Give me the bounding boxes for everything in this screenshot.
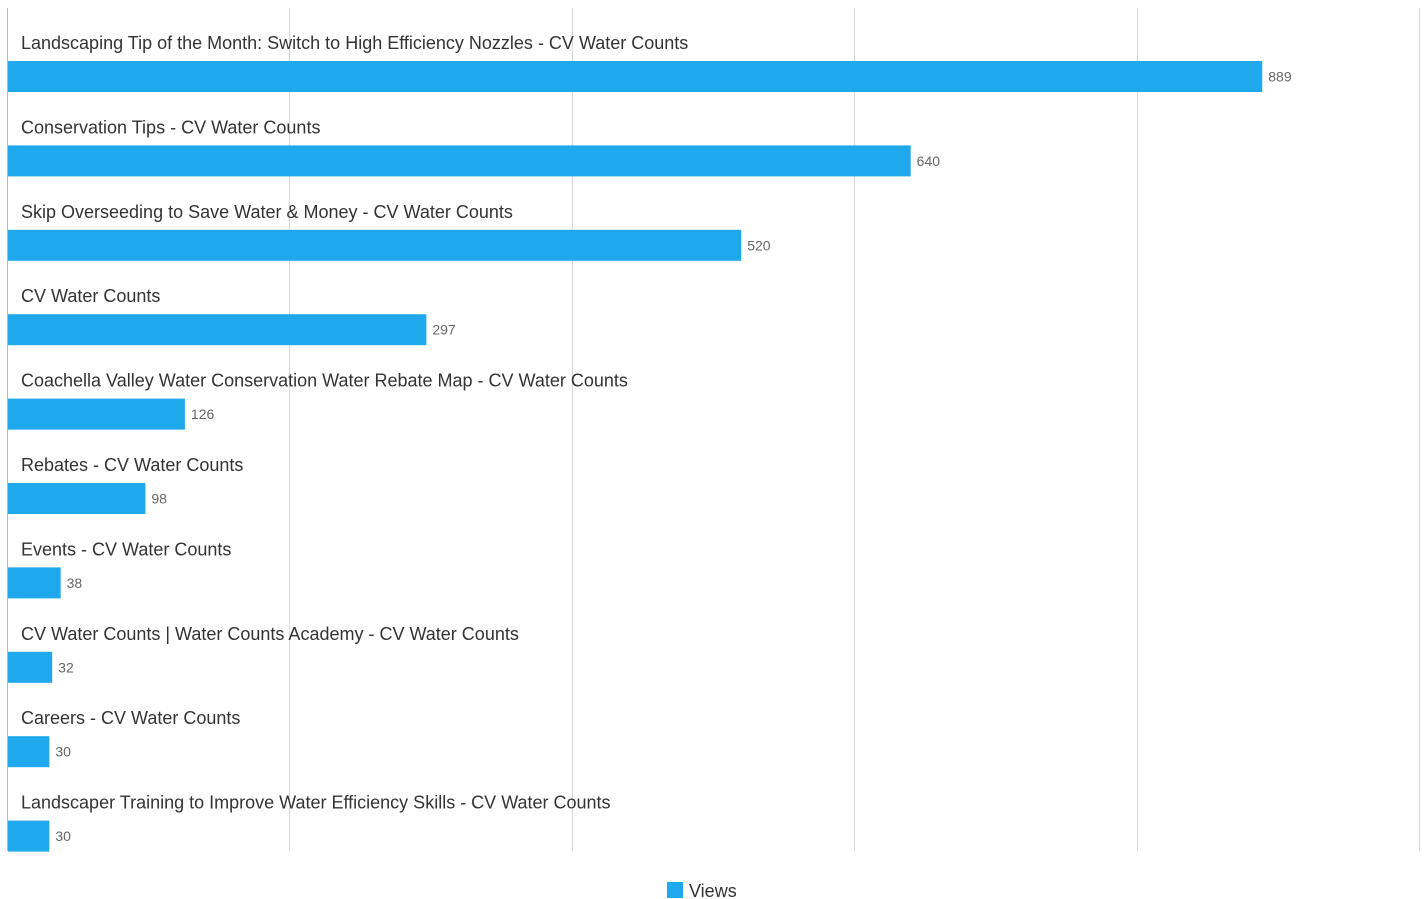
category-labels: Landscaping Tip of the Month: Switch to …: [21, 33, 688, 813]
category-label: CV Water Counts: [21, 286, 160, 306]
category-label: Coachella Valley Water Conservation Wate…: [21, 371, 628, 391]
category-label: Landscaper Training to Improve Water Eff…: [21, 793, 611, 813]
bar[interactable]: [8, 314, 427, 346]
data-label: 297: [432, 322, 456, 338]
category-label: CV Water Counts | Water Counts Academy -…: [21, 624, 519, 644]
data-label: 640: [917, 153, 941, 169]
data-label: 30: [55, 828, 71, 844]
bar[interactable]: [8, 736, 50, 768]
data-label: 889: [1268, 69, 1292, 85]
legend-label[interactable]: Views: [689, 881, 737, 899]
category-label: Conservation Tips - CV Water Counts: [21, 117, 320, 137]
data-label: 520: [747, 237, 771, 253]
category-label: Skip Overseeding to Save Water & Money -…: [21, 202, 513, 222]
data-label: 38: [67, 575, 83, 591]
bar[interactable]: [8, 820, 50, 852]
bar[interactable]: [8, 398, 185, 430]
bar[interactable]: [8, 651, 53, 683]
bar[interactable]: [8, 229, 742, 261]
bar[interactable]: [8, 61, 1263, 92]
bar[interactable]: [8, 145, 911, 177]
category-label: Events - CV Water Counts: [21, 539, 231, 559]
category-label: Careers - CV Water Counts: [21, 708, 240, 728]
bars: [8, 61, 1263, 852]
bar[interactable]: [8, 483, 146, 514]
data-label: 32: [58, 659, 74, 675]
category-label: Landscaping Tip of the Month: Switch to …: [21, 33, 688, 53]
data-label: 126: [191, 406, 215, 422]
data-label: 30: [55, 744, 71, 760]
legend[interactable]: Views: [667, 881, 737, 899]
data-labels: 889 640 520 297 126 98 38 32 30 30: [55, 69, 1291, 845]
legend-swatch[interactable]: [667, 882, 683, 898]
data-label: 98: [151, 491, 167, 507]
bar[interactable]: [8, 567, 61, 599]
category-label: Rebates - CV Water Counts: [21, 455, 243, 475]
